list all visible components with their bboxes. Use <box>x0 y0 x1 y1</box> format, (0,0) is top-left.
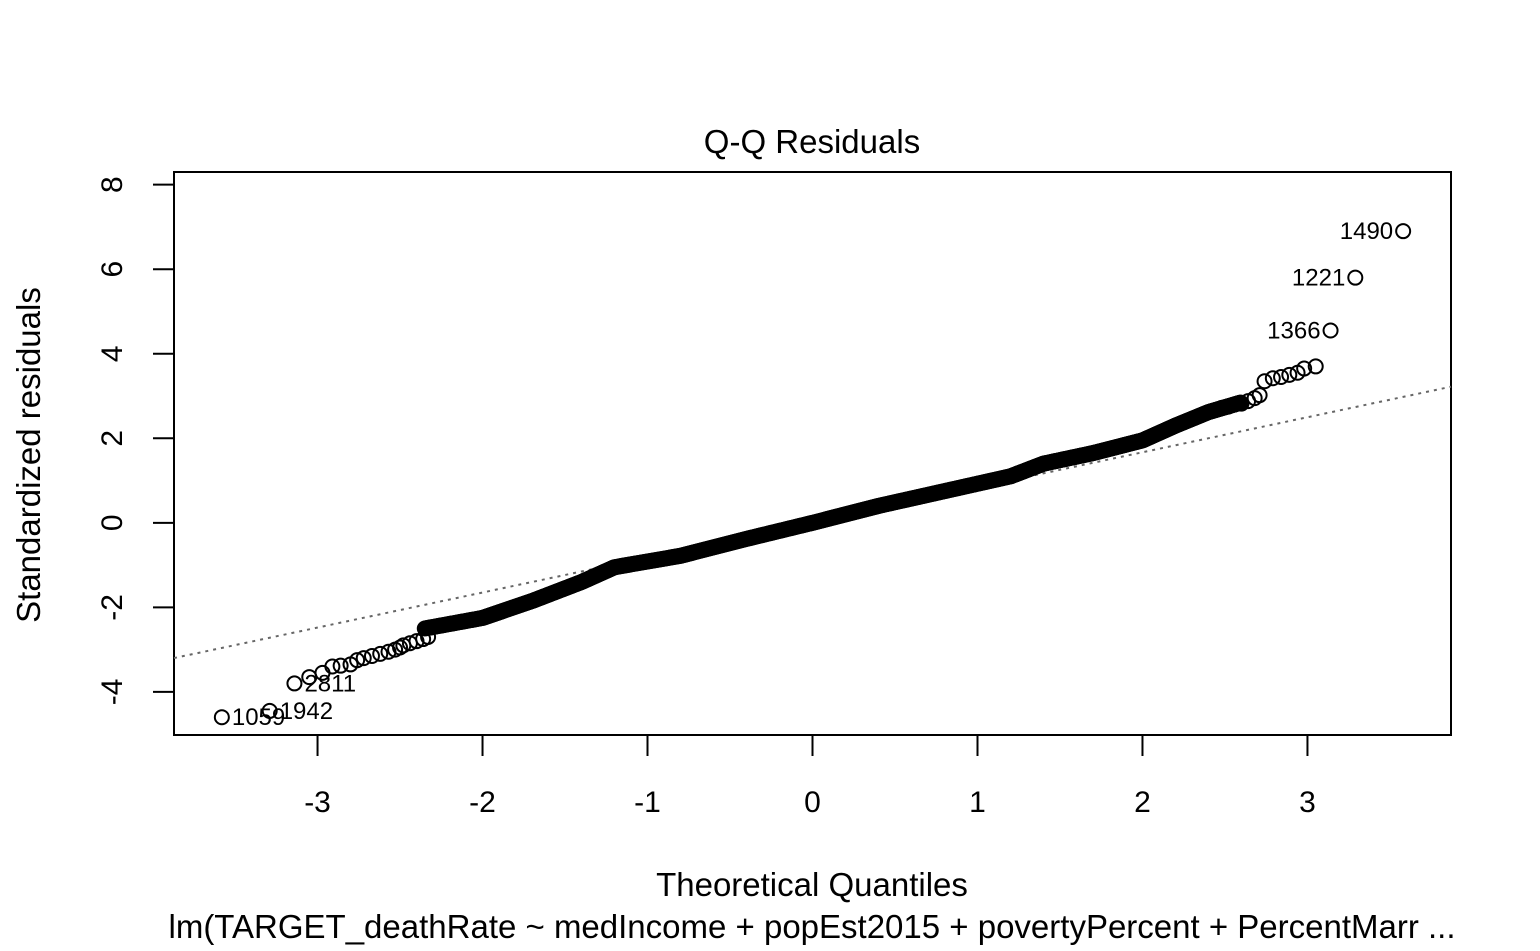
x-tick-label: 2 <box>1134 786 1151 819</box>
data-point <box>380 643 397 660</box>
reference-line-group <box>173 385 1452 660</box>
outlier-label: 1942 <box>280 698 333 725</box>
data-point <box>301 669 318 686</box>
data-point <box>1264 370 1281 387</box>
data-point <box>1251 387 1268 404</box>
y-tick-label: 4 <box>96 345 129 362</box>
data-points <box>301 358 1324 686</box>
x-tick-label: -2 <box>469 786 496 819</box>
x-tick-label: -3 <box>304 786 331 819</box>
y-tick-label: -4 <box>96 679 129 706</box>
y-tick-label: 0 <box>96 514 129 531</box>
outlier-point <box>261 702 278 719</box>
y-tick-label: 6 <box>96 261 129 278</box>
y-tick-label: -2 <box>96 594 129 621</box>
y-tick-label: 2 <box>96 430 129 447</box>
chart-title: Q-Q Residuals <box>704 123 920 160</box>
chart-subtitle: lm(TARGET_deathRate ~ medIncome + popEst… <box>169 908 1456 945</box>
data-point <box>395 637 412 654</box>
data-point <box>1281 366 1298 383</box>
data-point <box>387 641 404 658</box>
data-point <box>355 650 372 667</box>
outlier-label: 1221 <box>1292 265 1345 292</box>
qq-reference-line <box>173 385 1452 660</box>
x-axis-label: Theoretical Quantiles <box>656 866 968 903</box>
data-point <box>363 647 380 664</box>
data-point <box>1307 358 1324 375</box>
data-point <box>1296 360 1313 377</box>
outlier-label: 1490 <box>1340 218 1393 245</box>
data-point <box>372 645 389 662</box>
x-axis: -3 -2 -1 0 1 2 3 <box>304 734 1316 819</box>
data-point <box>342 656 359 673</box>
outlier-label: 1059 <box>232 704 285 731</box>
x-tick-label: 0 <box>804 786 821 819</box>
outlier-point <box>1322 322 1339 339</box>
outlier-label: 1366 <box>1267 318 1320 345</box>
outlier-point <box>286 675 303 692</box>
y-tick-label: 8 <box>96 176 129 193</box>
outlier-label: 2811 <box>304 670 356 697</box>
data-point <box>1273 368 1290 385</box>
data-point <box>401 635 418 652</box>
y-axis-label: Standardized residuals <box>10 287 47 623</box>
y-axis: -4 -2 0 2 4 6 8 <box>96 176 175 706</box>
x-tick-label: 3 <box>1299 786 1316 819</box>
outlier-point <box>1347 269 1364 286</box>
x-tick-label: -1 <box>634 786 661 819</box>
data-point <box>1256 373 1273 390</box>
outlier-point <box>213 709 230 726</box>
data-point <box>332 657 349 674</box>
x-tick-label: 1 <box>969 786 986 819</box>
outlier-point <box>1395 223 1412 240</box>
